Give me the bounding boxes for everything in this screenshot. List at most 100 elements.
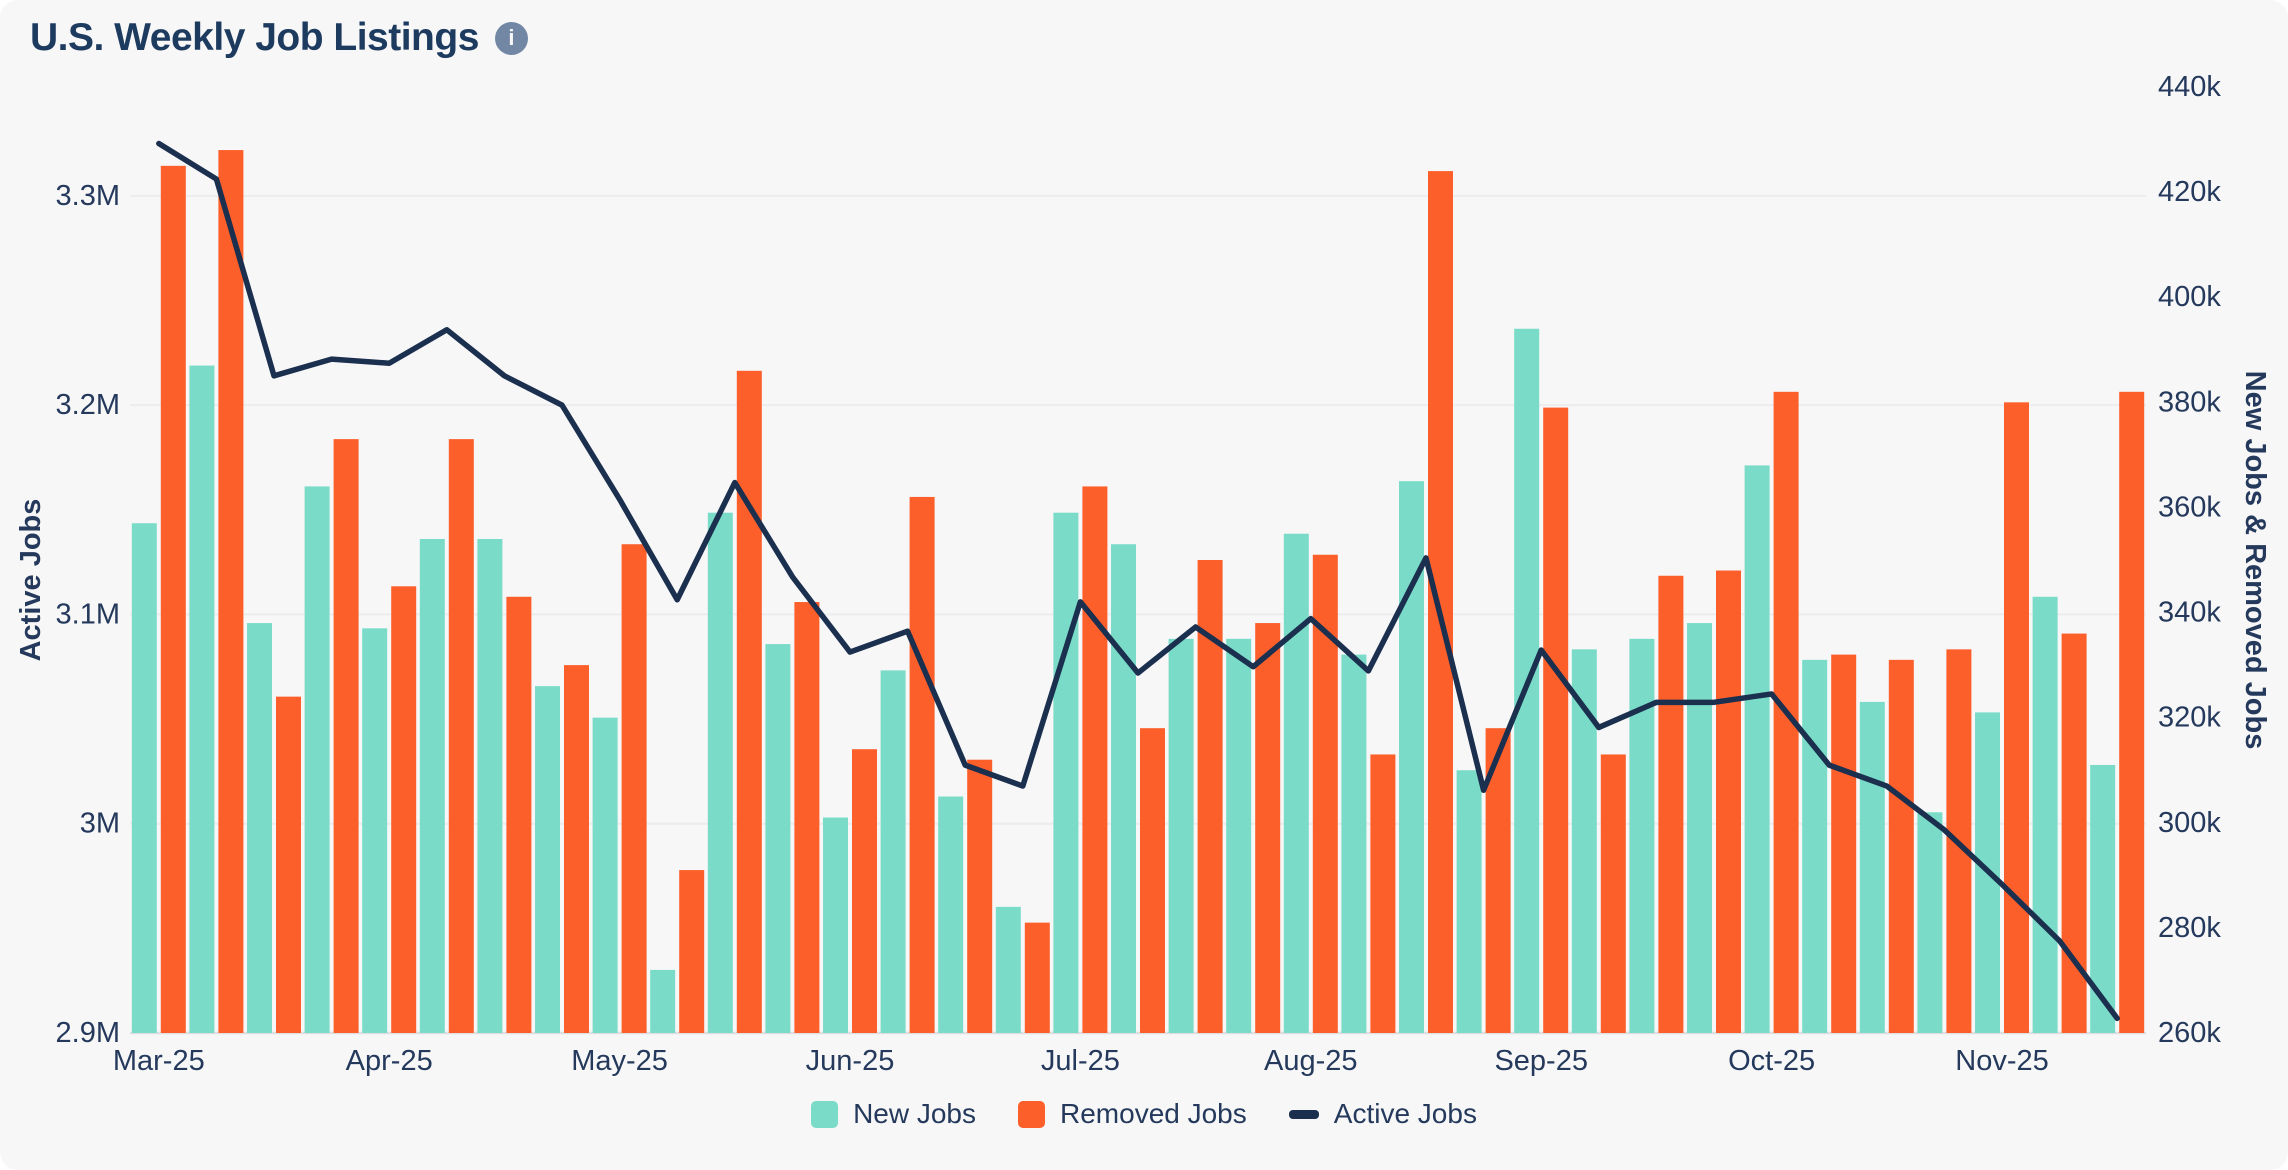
- new-jobs-bar[interactable]: [1629, 638, 1655, 1033]
- removed-jobs-bar[interactable]: [1658, 575, 1684, 1033]
- new-jobs-bar[interactable]: [995, 906, 1021, 1033]
- left-axis-tick-label: 2.9M: [56, 1017, 120, 1049]
- info-icon[interactable]: i: [494, 21, 528, 55]
- removed-jobs-bar[interactable]: [448, 439, 474, 1034]
- right-axis-tick-label: 440k: [2158, 71, 2221, 103]
- new-jobs-bar[interactable]: [1226, 638, 1252, 1033]
- removed-jobs-bar[interactable]: [909, 496, 935, 1033]
- new-jobs-bar[interactable]: [189, 365, 215, 1033]
- removed-jobs-bar[interactable]: [2119, 391, 2145, 1033]
- removed-jobs-bar[interactable]: [160, 165, 186, 1034]
- removed-jobs-bar[interactable]: [1024, 922, 1050, 1033]
- removed-jobs-bar[interactable]: [2004, 402, 2029, 1033]
- page-title: U.S. Weekly Job Listings: [30, 16, 479, 59]
- removed-jobs-bar[interactable]: [1255, 623, 1281, 1033]
- new-jobs-bar[interactable]: [1859, 701, 1885, 1033]
- right-axis-tick-label: 380k: [2158, 386, 2221, 418]
- removed-jobs-bar[interactable]: [1888, 659, 1914, 1033]
- removed-jobs-bar[interactable]: [1831, 654, 1857, 1033]
- new-jobs-bar[interactable]: [304, 486, 330, 1033]
- new-jobs-bar[interactable]: [477, 538, 503, 1033]
- new-jobs-bar[interactable]: [880, 670, 906, 1033]
- removed-jobs-bar[interactable]: [333, 439, 359, 1034]
- x-axis-month-label: Jun-25: [806, 1045, 895, 1077]
- legend-item-removed-jobs[interactable]: Removed Jobs: [1018, 1098, 1247, 1130]
- left-axis-tick-label: 3.2M: [56, 389, 120, 421]
- new-jobs-bar[interactable]: [765, 644, 791, 1033]
- new-jobs-bar[interactable]: [1744, 465, 1770, 1033]
- removed-jobs-bar[interactable]: [391, 586, 417, 1033]
- x-axis-month-label: May-25: [571, 1045, 668, 1077]
- new-jobs-bar[interactable]: [362, 628, 388, 1033]
- removed-jobs-bar[interactable]: [276, 696, 301, 1033]
- removed-jobs-bar[interactable]: [1370, 754, 1396, 1033]
- right-axis-tick-label: 300k: [2158, 807, 2221, 839]
- legend-item-active-jobs[interactable]: Active Jobs: [1288, 1098, 1477, 1130]
- new-jobs-bar[interactable]: [419, 538, 445, 1033]
- right-axis-tick-label: 320k: [2158, 702, 2221, 734]
- left-axis-tick-label: 3.3M: [56, 180, 120, 212]
- x-axis-month-label: Aug-25: [1264, 1045, 1358, 1077]
- legend-label: New Jobs: [853, 1098, 976, 1129]
- removed-jobs-bar[interactable]: [794, 602, 820, 1033]
- x-axis-month-label: Sep-25: [1494, 1045, 1588, 1077]
- removed-jobs-bar[interactable]: [967, 759, 993, 1033]
- new-jobs-bar[interactable]: [1802, 659, 1828, 1033]
- right-axis-tick-label: 260k: [2158, 1017, 2221, 1049]
- right-axis-tick-label: 420k: [2158, 176, 2221, 208]
- new-jobs-bar[interactable]: [1456, 770, 1482, 1033]
- x-axis-month-label: Oct-25: [1728, 1045, 1815, 1077]
- removed-jobs-bar[interactable]: [679, 870, 705, 1033]
- right-axis-tick-label: 280k: [2158, 912, 2221, 944]
- removed-jobs-bar[interactable]: [218, 150, 244, 1034]
- x-axis-month-label: Apr-25: [346, 1045, 433, 1077]
- new-jobs-bar[interactable]: [2090, 764, 2116, 1033]
- new-jobs-bar[interactable]: [1571, 649, 1597, 1033]
- legend-item-new-jobs[interactable]: New Jobs: [811, 1098, 976, 1130]
- new-jobs-bar[interactable]: [1341, 654, 1367, 1033]
- new-jobs-swatch-icon: [811, 1100, 839, 1128]
- removed-jobs-bar[interactable]: [1140, 728, 1165, 1033]
- left-axis-tick-label: 3.1M: [56, 598, 120, 630]
- new-jobs-bar[interactable]: [1053, 512, 1079, 1033]
- x-axis-month-label: Jul-25: [1041, 1045, 1120, 1077]
- removed-jobs-bar[interactable]: [1428, 171, 1453, 1034]
- active-jobs-line-swatch-icon: [1288, 1109, 1319, 1119]
- removed-jobs-bar[interactable]: [2061, 633, 2087, 1033]
- x-axis-month-label: Mar-25: [113, 1045, 205, 1077]
- new-jobs-bar[interactable]: [1111, 544, 1136, 1033]
- removed-jobs-bar[interactable]: [506, 596, 532, 1033]
- x-axis-month-label: Nov-25: [1955, 1045, 2049, 1077]
- removed-jobs-bar[interactable]: [852, 749, 877, 1033]
- right-axis-tick-label: 360k: [2158, 491, 2221, 523]
- left-axis-title: Active Jobs: [15, 499, 47, 662]
- removed-jobs-bar[interactable]: [564, 665, 589, 1033]
- new-jobs-bar[interactable]: [1168, 638, 1194, 1033]
- new-jobs-bar[interactable]: [1283, 533, 1309, 1033]
- right-axis-title: New Jobs & Removed Jobs: [2239, 371, 2271, 750]
- legend-label: Removed Jobs: [1060, 1098, 1247, 1129]
- removed-jobs-bar[interactable]: [621, 544, 647, 1033]
- new-jobs-bar[interactable]: [2032, 596, 2058, 1033]
- new-jobs-bar[interactable]: [592, 717, 618, 1033]
- new-jobs-bar[interactable]: [823, 817, 848, 1033]
- new-jobs-bar[interactable]: [247, 623, 272, 1033]
- removed-jobs-swatch-icon: [1018, 1100, 1045, 1128]
- removed-jobs-bar[interactable]: [1082, 486, 1108, 1033]
- new-jobs-bar[interactable]: [1917, 812, 1943, 1033]
- legend-label: Active Jobs: [1333, 1098, 1477, 1129]
- new-jobs-bar[interactable]: [1687, 623, 1712, 1033]
- new-jobs-bar[interactable]: [707, 512, 733, 1033]
- removed-jobs-bar[interactable]: [1600, 754, 1626, 1033]
- new-jobs-bar[interactable]: [535, 686, 560, 1033]
- active-jobs-line[interactable]: [156, 140, 2120, 1022]
- removed-jobs-bar[interactable]: [736, 370, 762, 1033]
- new-jobs-bar[interactable]: [650, 969, 676, 1033]
- right-axis-tick-label: 340k: [2158, 597, 2221, 629]
- removed-jobs-bar[interactable]: [1716, 570, 1741, 1033]
- chart-header: U.S. Weekly Job Listings i: [30, 16, 528, 60]
- new-jobs-bar[interactable]: [131, 523, 157, 1033]
- removed-jobs-bar[interactable]: [1543, 407, 1569, 1034]
- new-jobs-bar[interactable]: [938, 796, 964, 1034]
